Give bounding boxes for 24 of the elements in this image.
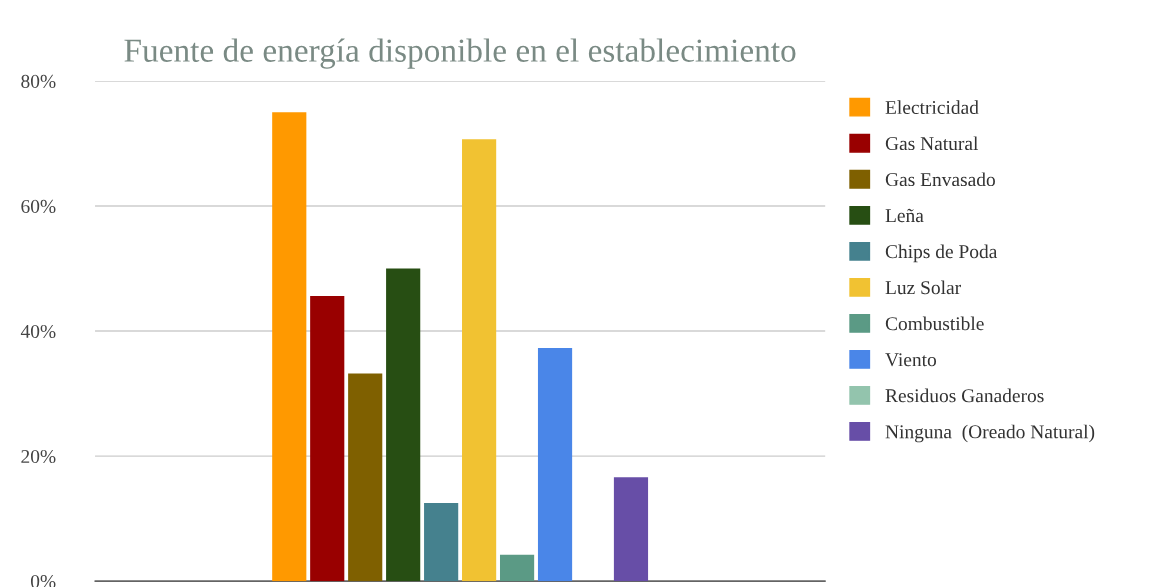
chart-title: Fuente de energía disponible en el establecimiento — [124, 38, 796, 69]
legend-label: Viento — [885, 353, 937, 367]
legend-label: Luz Solar — [885, 280, 961, 295]
bar — [310, 296, 345, 582]
bar — [537, 347, 573, 582]
bar — [613, 477, 649, 582]
y-tick-label: 20% — [21, 449, 56, 464]
y-tick-label: 60% — [21, 199, 56, 214]
y-tick-label: 80% — [21, 74, 56, 89]
legend-label: Electricidad — [885, 100, 979, 115]
legend-label: Leña — [885, 208, 924, 223]
y-tick-label: 40% — [20, 324, 56, 339]
legend-label: Combustible — [885, 316, 984, 331]
bar — [462, 139, 497, 582]
legend-label: Ninguna (Oreado Natural) — [885, 424, 1095, 443]
legend-label: Chips de Poda — [885, 244, 998, 263]
bar — [348, 373, 383, 582]
bar — [424, 502, 459, 582]
legend-label: Gas Natural — [885, 136, 979, 151]
legend-label: Gas Envasado — [885, 172, 995, 187]
bar — [272, 112, 307, 582]
legend-label: Residuos Ganaderos — [885, 388, 1044, 403]
bar — [386, 268, 421, 582]
bar — [499, 554, 535, 582]
